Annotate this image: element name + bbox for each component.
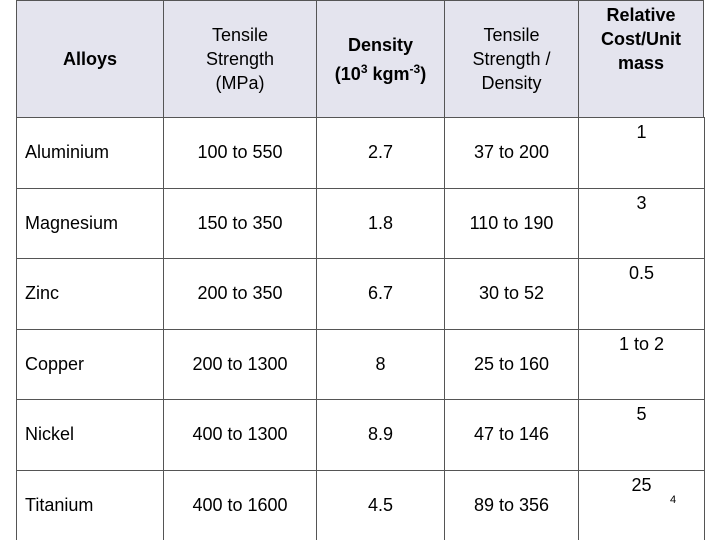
table-cell: 37 to 200	[444, 117, 579, 189]
cell-text: 47 to 146	[473, 424, 550, 445]
header-cell: Relative Cost/Unit mass	[578, 0, 704, 118]
header-text: Strength	[205, 49, 275, 69]
table-cell: Magnesium	[16, 187, 164, 259]
cell-text: 110 to 190	[469, 212, 554, 233]
page-number: 4	[670, 494, 677, 506]
header-text: (103 kgm-3)	[335, 57, 426, 86]
table-cell: 1	[578, 117, 705, 189]
cell-text: Aluminium	[25, 142, 110, 163]
header-text: Cost/Unit	[601, 29, 681, 49]
header-cell: Tensile Strength / Density	[444, 0, 579, 118]
superscript: -3	[409, 61, 421, 76]
table-cell: 100 to 550	[163, 117, 317, 189]
cell-text: 6.7	[367, 283, 394, 304]
table-cell: 150 to 350	[163, 187, 317, 259]
header-text: (10	[334, 63, 361, 84]
header-text: (MPa)	[215, 73, 265, 93]
table-cell: 200 to 1300	[163, 328, 317, 400]
cell-text: Magnesium	[25, 212, 119, 233]
header-cell: Alloys	[16, 0, 164, 118]
cell-text: 100 to 550	[197, 142, 283, 163]
header-text: Strength /	[472, 49, 551, 69]
table-cell: Aluminium	[16, 117, 164, 189]
cell-text: 8.9	[367, 424, 394, 445]
table-cell: 1.8	[316, 187, 445, 259]
header-text: Relative	[606, 5, 676, 25]
table-cell: 4.5	[316, 469, 445, 540]
header-text: Tensile	[483, 25, 540, 45]
cell-text: 1 to 2	[618, 333, 665, 354]
table-cell: 8	[316, 328, 445, 400]
cell-text: Nickel	[25, 424, 75, 445]
cell-text: 5	[636, 404, 647, 424]
cell-text: 200 to 350	[197, 283, 283, 304]
table-cell: 25	[578, 469, 705, 540]
cell-text: 3	[636, 192, 647, 213]
cell-text: 200 to 1300	[192, 353, 288, 374]
table-cell: 89 to 356	[444, 469, 579, 540]
cell-text: 400 to 1600	[192, 494, 288, 515]
cell-text: 1.8	[367, 212, 394, 233]
table-cell: 200 to 350	[163, 258, 317, 330]
cell-text: Titanium	[25, 494, 94, 515]
cell-text: Copper	[25, 353, 85, 374]
cell-text: 150 to 350	[197, 212, 283, 233]
table-cell: 25 to 160	[444, 328, 579, 400]
header-text: )	[420, 63, 427, 84]
table-cell: 3	[578, 187, 705, 259]
cell-text: 30 to 52	[478, 283, 545, 304]
header-text: Tensile	[211, 25, 269, 45]
table-cell: 2.7	[316, 117, 445, 189]
header-text: kgm	[367, 63, 410, 84]
header-text: Density	[481, 73, 542, 93]
cell-text: 400 to 1300	[192, 424, 288, 445]
cell-text: 89 to 356	[473, 494, 550, 515]
cell-text: 0.5	[628, 263, 655, 283]
table-cell: 110 to 190	[444, 187, 579, 259]
cell-text: 1	[636, 122, 647, 142]
table-cell: 8.9	[316, 399, 445, 471]
header-text: mass	[617, 53, 665, 73]
table-cell: 5	[578, 399, 705, 471]
table-cell: Nickel	[16, 399, 164, 471]
cell-text: 25	[631, 474, 652, 495]
header-cell: Tensile Strength (MPa)	[163, 0, 317, 118]
header-text: Density	[347, 34, 414, 55]
cell-text: 25 to 160	[473, 353, 550, 374]
cell-text: 4.5	[367, 494, 394, 515]
table-cell: 1 to 2	[578, 328, 705, 400]
cell-text: 8	[375, 353, 386, 374]
table-cell: 400 to 1600	[163, 469, 317, 540]
cell-text: Zinc	[25, 283, 60, 304]
table-cell: 30 to 52	[444, 258, 579, 330]
cell-text: 2.7	[367, 142, 394, 163]
table-cell: Titanium	[16, 469, 164, 540]
table-cell: 400 to 1300	[163, 399, 317, 471]
cell-text: 37 to 200	[473, 142, 550, 163]
table-cell: 47 to 146	[444, 399, 579, 471]
table-cell: 6.7	[316, 258, 445, 330]
header-cell: Density (103 kgm-3)	[316, 0, 445, 118]
table-cell: Copper	[16, 328, 164, 400]
table-cell: 0.5	[578, 258, 705, 330]
header-text: Alloys	[62, 49, 118, 69]
superscript: 3	[360, 61, 368, 76]
table-cell: Zinc	[16, 258, 164, 330]
